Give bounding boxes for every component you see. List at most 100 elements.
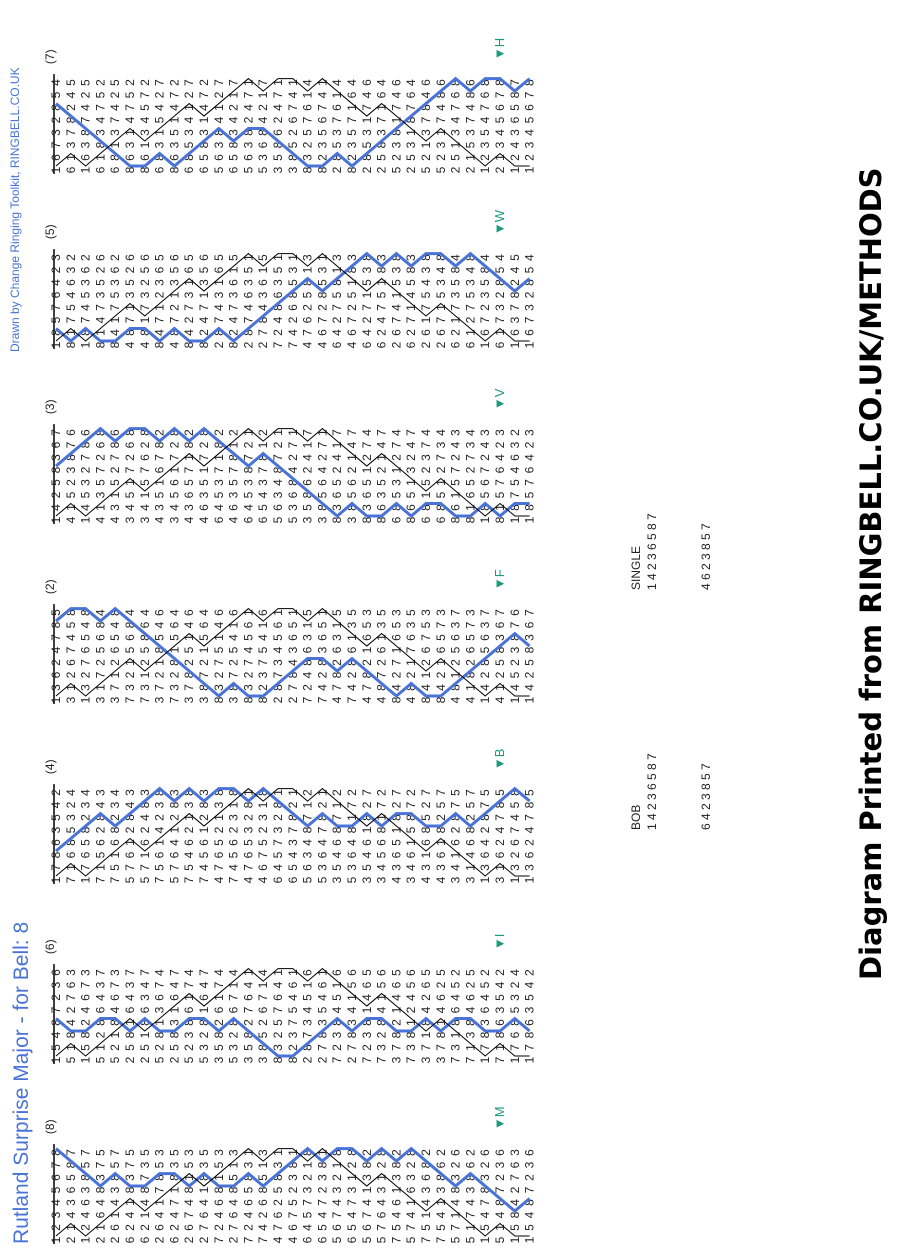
bell-number: 3 xyxy=(419,129,433,136)
bell-number: 1 xyxy=(404,1019,418,1026)
bell-number: 5 xyxy=(478,1224,492,1231)
bell-number: 8 xyxy=(463,516,477,523)
bell-number: 2 xyxy=(123,79,137,86)
bell-number: 1 xyxy=(345,279,359,286)
bell-number: 1 xyxy=(286,429,300,436)
bell-number: 8 xyxy=(508,1211,522,1218)
bell-number: 5 xyxy=(523,1224,537,1231)
bell-number: 6 xyxy=(389,981,403,988)
bell-number: 3 xyxy=(301,154,315,161)
bell-number: 7 xyxy=(419,116,433,123)
bell-number: 4 xyxy=(360,1199,374,1206)
bell-number: 1 xyxy=(167,116,181,123)
bell-number: 3 xyxy=(523,1161,537,1168)
bell-number: 6 xyxy=(227,504,241,511)
bell-number: 6 xyxy=(93,1006,107,1013)
bell-number: 7 xyxy=(64,876,78,883)
bell-number: 6 xyxy=(227,839,241,846)
bell-number: 1 xyxy=(434,129,448,136)
bell-number: 4 xyxy=(271,316,285,323)
bell-number: 8 xyxy=(138,329,152,336)
bell-number: 4 xyxy=(419,429,433,436)
bell-number: 5 xyxy=(478,129,492,136)
bell-number: 6 xyxy=(241,1199,255,1206)
bell-number: 7 xyxy=(315,826,329,833)
bell-number: 8 xyxy=(493,516,507,523)
lead-panel: (8)1234567821436587124638572164837526143… xyxy=(43,1106,537,1244)
bell-number: 7 xyxy=(167,454,181,461)
bell-number: 4 xyxy=(153,969,167,976)
bell-number: 6 xyxy=(360,341,374,348)
bell-number: 1 xyxy=(389,1186,403,1193)
bell-number: 5 xyxy=(153,634,167,641)
bell-number: 2 xyxy=(271,696,285,703)
bell-number: 7 xyxy=(182,304,196,311)
bell-number: 8 xyxy=(182,341,196,348)
bell-number: 5 xyxy=(523,659,537,666)
bell-number: 5 xyxy=(256,839,270,846)
bell-number: 3 xyxy=(271,826,285,833)
bell-number: 8 xyxy=(419,1019,433,1026)
bell-number: 7 xyxy=(375,1224,389,1231)
bell-number: 6 xyxy=(286,981,300,988)
bell-number: 5 xyxy=(182,141,196,148)
bell-number: 6 xyxy=(478,1006,492,1013)
bell-number: 2 xyxy=(167,1056,181,1063)
bell-number: 8 xyxy=(64,839,78,846)
bell-number: 2 xyxy=(508,659,522,666)
bell-number: 4 xyxy=(315,91,329,98)
bell-number: 6 xyxy=(404,504,418,511)
bell-number: 3 xyxy=(301,1019,315,1026)
bell-number: 6 xyxy=(108,839,122,846)
bell-number: 7 xyxy=(79,116,93,123)
bell-number: 8 xyxy=(419,1161,433,1168)
bell-number: 5 xyxy=(271,154,285,161)
bell-number: 3 xyxy=(153,1149,167,1156)
bell-number: 8 xyxy=(286,1056,300,1063)
bell-number: 4 xyxy=(389,91,403,98)
bell-number: 2 xyxy=(523,969,537,976)
bell-number: 3 xyxy=(463,1186,477,1193)
bell-number: 6 xyxy=(301,1236,315,1243)
bell-number: 5 xyxy=(197,154,211,161)
bell-number: 3 xyxy=(123,516,137,523)
bell-number: 8 xyxy=(49,1149,63,1156)
bell-number: 7 xyxy=(212,79,226,86)
bell-number: 4 xyxy=(227,516,241,523)
bell-number: 1 xyxy=(212,279,226,286)
bell-number: 6 xyxy=(434,646,448,653)
bell-number: 5 xyxy=(167,1149,181,1156)
bell-number: 2 xyxy=(167,814,181,821)
bell-number: 5 xyxy=(49,1186,63,1193)
bell-number: 8 xyxy=(345,166,359,173)
bell-number: 7 xyxy=(360,304,374,311)
bell-number: 2 xyxy=(286,696,300,703)
bell-number: 6 xyxy=(93,1211,107,1218)
bell-number: 5 xyxy=(523,116,537,123)
bell-number: 3 xyxy=(271,1044,285,1051)
bell-number: 1 xyxy=(286,1149,300,1156)
bell-number: 1 xyxy=(108,1211,122,1218)
bell-number: 3 xyxy=(419,864,433,871)
bell-number: 3 xyxy=(167,1019,181,1026)
bell-number: 2 xyxy=(227,104,241,111)
bell-number: 1 xyxy=(375,814,389,821)
bell-number: 5 xyxy=(64,491,78,498)
bell-number: 2 xyxy=(523,154,537,161)
bell-number: 4 xyxy=(79,789,93,796)
bell-number: 3 xyxy=(138,994,152,1001)
bell-number: 7 xyxy=(419,789,433,796)
bell-number: 6 xyxy=(508,1031,522,1038)
bell-number: 6 xyxy=(182,166,196,173)
bell-number: 1 xyxy=(227,981,241,988)
bell-number: 7 xyxy=(301,696,315,703)
bell-number: 1 xyxy=(167,646,181,653)
bell-number: 5 xyxy=(212,166,226,173)
bell-number: 1 xyxy=(123,129,137,136)
bell-number: 3 xyxy=(271,491,285,498)
bell-number: 2 xyxy=(286,1186,300,1193)
bell-number: 1 xyxy=(389,116,403,123)
bell-number: 6 xyxy=(241,516,255,523)
bell-number: 7 xyxy=(389,1044,403,1051)
bell-number: 5 xyxy=(93,91,107,98)
